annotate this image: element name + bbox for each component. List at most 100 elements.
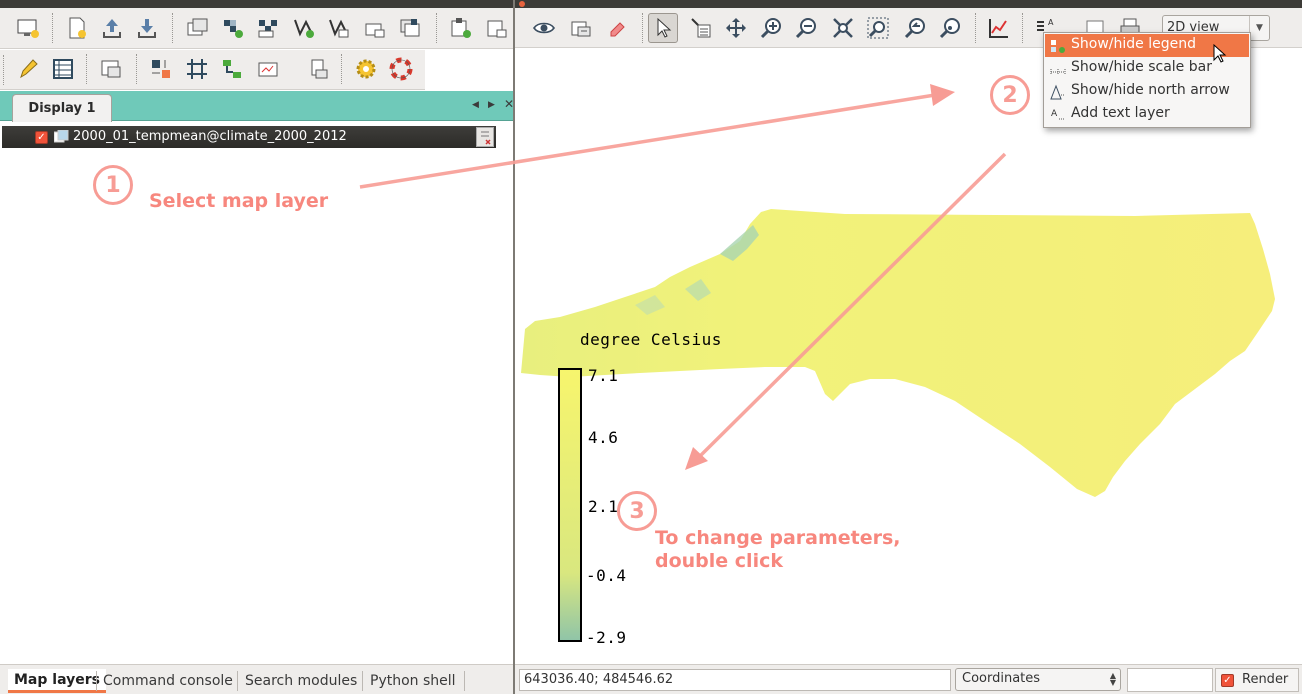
tab-separator bbox=[237, 671, 238, 691]
statusbar-mode-select[interactable]: Coordinates ▲ ▼ bbox=[955, 668, 1121, 691]
toolbar-separator bbox=[975, 13, 977, 43]
add-group-button[interactable] bbox=[395, 13, 425, 43]
coordinates-readout: 643036.40; 484546.62 bbox=[519, 669, 951, 691]
layer-manager-tabs: Map layers Command console Search module… bbox=[0, 664, 515, 694]
query-button[interactable] bbox=[686, 13, 716, 43]
legend-color-bar[interactable] bbox=[558, 368, 582, 642]
decorations-button[interactable]: A bbox=[1030, 13, 1060, 43]
zoom-region-button[interactable] bbox=[863, 13, 893, 43]
legend-label-2: 4.6 bbox=[588, 428, 619, 447]
layer-options-icon bbox=[481, 131, 491, 145]
query-icon bbox=[691, 18, 711, 38]
layer-tree-item[interactable]: ✓ 2000_01_tempmean@climate_2000_2012 bbox=[2, 126, 496, 148]
close-window-icon[interactable] bbox=[519, 1, 525, 7]
add-vector-button[interactable] bbox=[289, 13, 319, 43]
display-tab[interactable]: Display 1 bbox=[12, 94, 112, 122]
add-raster-icon bbox=[187, 18, 208, 36]
new-display-button[interactable] bbox=[13, 13, 43, 43]
analyze-button[interactable] bbox=[984, 13, 1014, 43]
raster-misc-icon bbox=[258, 20, 277, 38]
tab-right-arrow-icon[interactable]: ▶ bbox=[488, 100, 495, 110]
layer-visibility-checkbox[interactable]: ✓ bbox=[35, 131, 48, 144]
grid-icon bbox=[187, 59, 207, 79]
gear-icon bbox=[356, 59, 376, 79]
add-raster-button[interactable] bbox=[182, 13, 212, 43]
tools-toolbar bbox=[0, 50, 425, 90]
erase-display-button[interactable] bbox=[603, 13, 633, 43]
add-vector-misc-button[interactable] bbox=[324, 13, 354, 43]
mountain-region-1 bbox=[720, 225, 759, 261]
vector-misc-icon bbox=[329, 19, 349, 38]
spinner-arrows-icon: ▲ ▼ bbox=[1109, 671, 1116, 687]
render-map-button[interactable] bbox=[566, 13, 596, 43]
layer-options-button[interactable] bbox=[476, 127, 494, 147]
tab-python-shell[interactable]: Python shell bbox=[370, 673, 456, 689]
svg-text:A: A bbox=[1051, 109, 1058, 119]
eye-icon bbox=[533, 22, 555, 34]
zoom-out-button[interactable] bbox=[791, 13, 821, 43]
map-display-button[interactable] bbox=[96, 54, 126, 84]
text-layer-icon: A bbox=[1050, 107, 1066, 123]
display-map-button[interactable] bbox=[529, 13, 559, 43]
load-workspace-button[interactable] bbox=[97, 13, 127, 43]
statusbar-mode-value: Coordinates bbox=[962, 671, 1041, 686]
zoom-extent-button[interactable] bbox=[828, 13, 858, 43]
save-workspace-button[interactable] bbox=[132, 13, 162, 43]
render-checkbox[interactable]: ✓ Render bbox=[1215, 668, 1299, 692]
menu-item-show-legend[interactable]: Show/hide legend bbox=[1045, 34, 1249, 63]
add-raster-misc-button[interactable] bbox=[253, 13, 283, 43]
map-canvas[interactable]: degree Celsius 7.1 4.6 2.1 -0.4 -2.9 2 3… bbox=[515, 49, 1302, 663]
mountain-region-3 bbox=[635, 295, 665, 315]
tab-left-arrow-icon[interactable]: ◀ bbox=[472, 100, 479, 110]
help-button[interactable] bbox=[386, 54, 416, 84]
layer-name: 2000_01_tempmean@climate_2000_2012 bbox=[73, 129, 347, 144]
decorations-icon: A bbox=[1037, 18, 1054, 31]
tab-map-layers[interactable]: Map layers bbox=[8, 669, 106, 693]
raster-grid-icon bbox=[224, 20, 243, 38]
script-button[interactable] bbox=[303, 54, 333, 84]
pointer-button[interactable] bbox=[648, 13, 678, 43]
graphical-modeler-button[interactable] bbox=[217, 54, 247, 84]
group-icon bbox=[400, 19, 420, 37]
map-rendering bbox=[521, 152, 1275, 642]
menu-item-label: Show/hide north arrow bbox=[1071, 82, 1230, 98]
toolbar-separator bbox=[86, 54, 88, 84]
pan-button[interactable] bbox=[721, 13, 751, 43]
add-command-layer-button[interactable] bbox=[446, 13, 476, 43]
overlay-icon bbox=[365, 23, 385, 38]
georectify-icon bbox=[152, 60, 170, 78]
north-arrow-icon bbox=[1050, 84, 1066, 100]
raster-layer-icon bbox=[53, 129, 69, 144]
render-icon bbox=[571, 21, 591, 37]
tab-command-console[interactable]: Command console bbox=[103, 673, 233, 689]
new-workspace-button[interactable] bbox=[62, 13, 92, 43]
decorations-menu: Show/hide legend Show/hide scale bar Sho… bbox=[1043, 32, 1251, 128]
legend-label-min: -2.9 bbox=[586, 628, 627, 647]
annotation-arrowhead-2 bbox=[685, 447, 708, 470]
zoom-region-icon bbox=[867, 17, 889, 39]
grid-button[interactable] bbox=[182, 54, 212, 84]
georectify-button[interactable] bbox=[146, 54, 176, 84]
zoom-extent-icon bbox=[833, 18, 853, 38]
menu-item-show-scale-bar[interactable]: Show/hide scale bar bbox=[1045, 57, 1249, 80]
add-overlay-button[interactable] bbox=[360, 13, 390, 43]
settings-button[interactable] bbox=[351, 54, 381, 84]
cartographic-composer-button[interactable] bbox=[253, 54, 283, 84]
toolbar-separator bbox=[172, 13, 174, 43]
menu-item-show-north-arrow[interactable]: Show/hide north arrow bbox=[1045, 80, 1249, 103]
tab-separator bbox=[362, 671, 363, 691]
attribute-table-button[interactable] bbox=[48, 54, 78, 84]
tab-search-modules[interactable]: Search modules bbox=[245, 673, 358, 689]
remove-layer-button[interactable] bbox=[482, 13, 512, 43]
add-raster-multi-button[interactable] bbox=[218, 13, 248, 43]
toolbar-separator bbox=[3, 55, 5, 85]
remove-layer-icon bbox=[487, 20, 507, 38]
zoom-in-button[interactable] bbox=[756, 13, 786, 43]
pan-icon bbox=[726, 18, 746, 38]
render-check-icon: ✓ bbox=[1221, 674, 1234, 687]
zoom-back-button[interactable] bbox=[900, 13, 930, 43]
analyze-chart-icon bbox=[989, 19, 1008, 38]
menu-item-add-text-layer[interactable]: A Add text layer bbox=[1045, 103, 1249, 126]
zoom-menu-button[interactable] bbox=[935, 13, 965, 43]
digitize-button[interactable] bbox=[13, 54, 43, 84]
